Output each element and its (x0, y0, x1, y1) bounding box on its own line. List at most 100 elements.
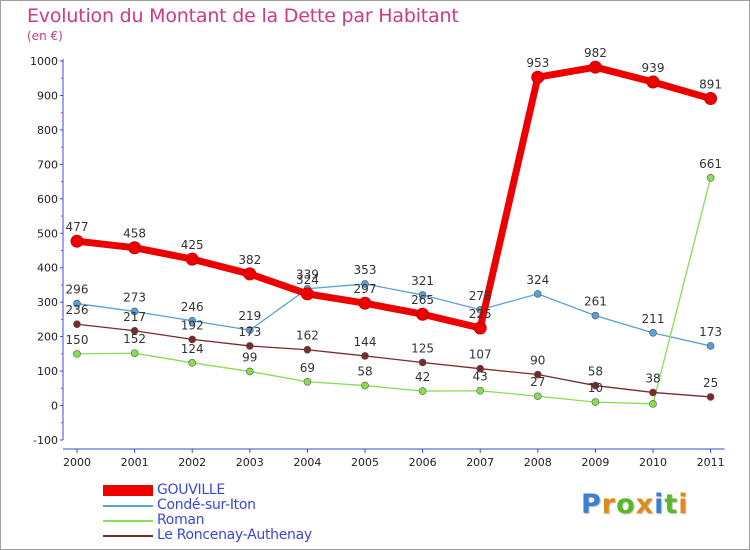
legend-label: GOUVILLE (157, 482, 225, 498)
data-label-roman: 124 (181, 342, 204, 356)
data-label-roman: 152 (123, 332, 146, 346)
data-label-le-roncenay-authenay: 236 (66, 303, 89, 317)
data-label-le-roncenay-authenay: 58 (588, 365, 603, 379)
data-point-le-roncenay-authenay (188, 335, 196, 344)
data-label-conde-sur-iton: 173 (699, 325, 722, 339)
data-label-roman: 10 (588, 381, 603, 395)
data-label-le-roncenay-authenay: 217 (123, 310, 146, 324)
data-point-roman (591, 398, 600, 406)
data-point-conde-sur-iton (591, 311, 600, 320)
data-label-gouville: 265 (411, 293, 434, 307)
data-point-le-roncenay-authenay (591, 381, 600, 390)
data-label-roman: 43 (473, 370, 488, 384)
data-label-roman: 99 (242, 350, 257, 364)
data-label-roman: 27 (530, 375, 545, 389)
data-label-conde-sur-iton: 273 (123, 290, 146, 304)
data-point-le-roncenay-authenay (476, 364, 485, 373)
x-tick-label: 2008 (524, 456, 552, 469)
y-tick-label: -100 (33, 434, 58, 447)
x-tick-label: 2001 (121, 456, 149, 469)
y-tick-label: 200 (37, 331, 58, 344)
data-label-roman: 150 (66, 333, 89, 347)
data-label-le-roncenay-authenay: 144 (354, 335, 377, 349)
data-label-conde-sur-iton: 211 (642, 312, 665, 326)
x-tick-label: 2002 (178, 456, 206, 469)
legend-swatch (103, 505, 153, 507)
data-label-gouville: 953 (526, 56, 549, 70)
data-point-gouville (531, 70, 545, 84)
data-point-conde-sur-iton (73, 299, 81, 308)
data-label-gouville: 225 (469, 307, 492, 321)
data-label-roman: 69 (300, 361, 315, 375)
data-label-gouville: 425 (181, 238, 204, 252)
data-point-gouville (473, 321, 487, 335)
data-label-gouville: 297 (354, 282, 377, 296)
data-label-le-roncenay-authenay: 125 (411, 341, 434, 355)
y-tick-label: 300 (37, 296, 58, 309)
data-point-conde-sur-iton (649, 329, 657, 337)
series-line-conde-sur-iton (76, 283, 711, 347)
legend-swatch (103, 520, 153, 522)
data-point-roman (130, 349, 139, 357)
data-point-conde-sur-iton (533, 290, 542, 298)
data-label-conde-sur-iton: 296 (66, 283, 89, 297)
legend-label: Condé-sur-Iton (157, 497, 256, 513)
data-label-gouville: 982 (584, 46, 607, 60)
data-label-gouville: 382 (238, 253, 261, 267)
series-line-roman (76, 177, 712, 405)
x-tick-label: 2006 (409, 456, 437, 469)
x-tick-label: 2011 (697, 456, 725, 469)
data-point-roman (533, 392, 542, 401)
data-point-conde-sur-iton (130, 307, 139, 316)
data-label-roman: 42 (415, 370, 430, 384)
y-tick-label: 600 (37, 193, 58, 206)
data-point-roman (303, 377, 312, 386)
data-label-le-roncenay-authenay: 173 (238, 325, 261, 339)
data-label-conde-sur-iton: 324 (526, 273, 549, 287)
data-point-roman (73, 350, 81, 358)
data-point-roman (361, 381, 369, 390)
data-label-conde-sur-iton: 353 (354, 263, 377, 277)
data-point-gouville (704, 92, 718, 106)
data-label-le-roncenay-authenay: 107 (469, 348, 492, 362)
data-point-roman (246, 367, 254, 376)
data-point-gouville (358, 296, 372, 310)
data-point-le-roncenay-authenay (303, 345, 312, 354)
y-tick-label: 0 (51, 400, 58, 413)
data-label-gouville: 458 (123, 227, 146, 241)
data-point-le-roncenay-authenay (706, 393, 715, 401)
y-tick-label: 800 (37, 124, 58, 137)
data-label-le-roncenay-authenay: 90 (530, 354, 545, 368)
data-point-conde-sur-iton (706, 342, 715, 350)
data-point-le-roncenay-authenay (130, 326, 139, 335)
data-label-roman: 661 (699, 157, 722, 171)
data-point-gouville (70, 234, 84, 248)
data-point-le-roncenay-authenay (73, 320, 81, 329)
data-label-conde-sur-iton: 261 (584, 295, 607, 309)
legend-label: Roman (157, 512, 205, 528)
data-point-gouville (646, 75, 660, 89)
data-point-le-roncenay-authenay (649, 388, 657, 397)
data-point-conde-sur-iton (188, 316, 196, 325)
data-label-gouville: 477 (66, 220, 89, 234)
data-point-gouville (588, 60, 602, 74)
chart-title: Evolution du Montant de la Dette par Hab… (27, 5, 459, 27)
data-label-conde-sur-iton: 219 (238, 309, 261, 323)
data-point-roman (706, 174, 715, 182)
data-label-gouville: 939 (642, 61, 665, 75)
data-point-conde-sur-iton (246, 326, 254, 334)
data-label-roman: 58 (357, 365, 372, 379)
y-tick-label: 700 (37, 158, 58, 171)
data-label-conde-sur-iton: 321 (411, 274, 434, 288)
data-point-roman (188, 359, 196, 367)
legend-swatch (103, 535, 153, 537)
legend-swatch (103, 485, 153, 496)
data-point-gouville (416, 307, 430, 321)
x-tick-label: 2009 (581, 456, 609, 469)
y-tick-label: 900 (37, 89, 58, 102)
data-label-le-roncenay-authenay: 38 (645, 371, 660, 385)
data-point-gouville (128, 241, 142, 255)
data-point-gouville (243, 267, 257, 281)
data-point-gouville (300, 287, 314, 301)
data-point-le-roncenay-authenay (361, 352, 369, 360)
